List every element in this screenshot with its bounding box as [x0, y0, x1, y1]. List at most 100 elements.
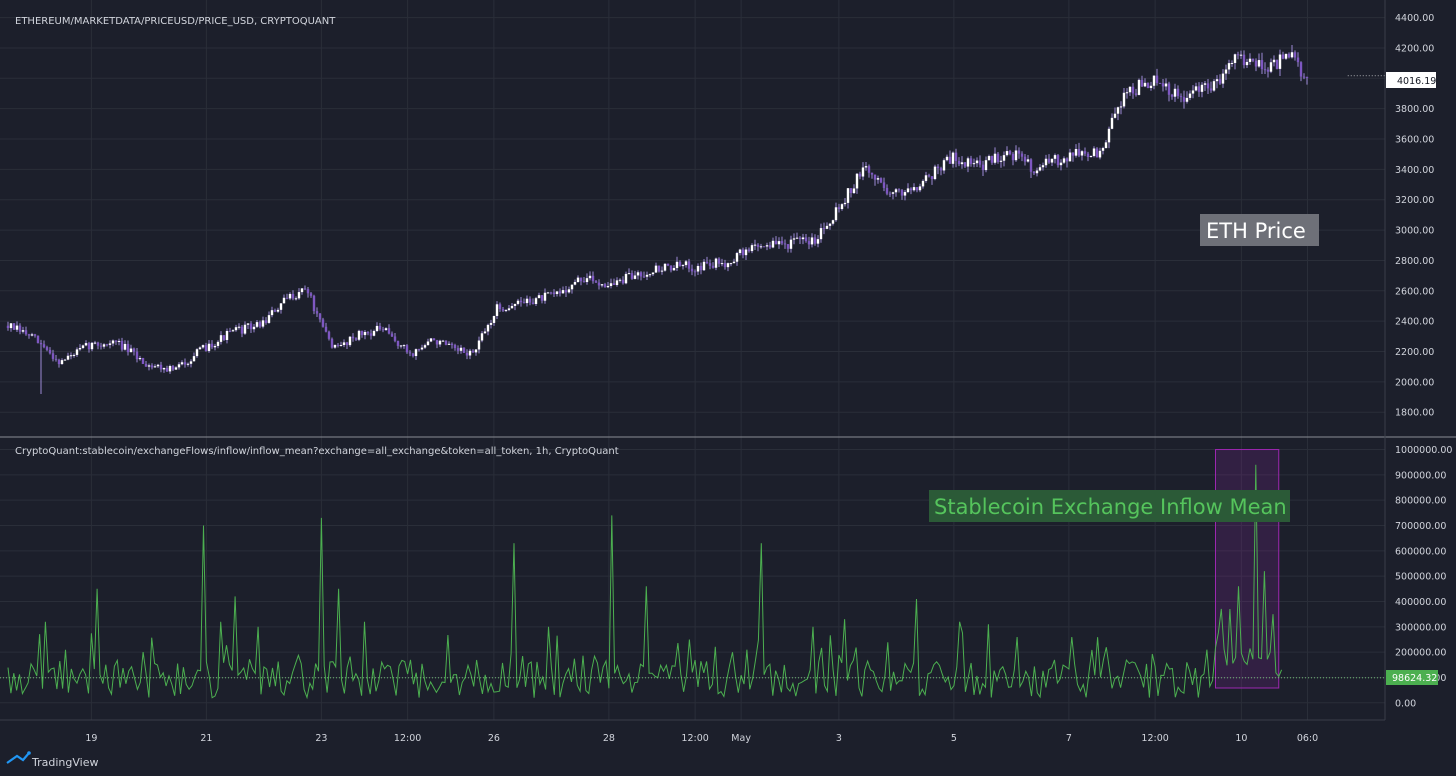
price-candle-body — [408, 352, 412, 354]
price-candle-body — [759, 246, 763, 248]
price-candle-body — [1254, 60, 1258, 67]
tradingview-brand[interactable]: TradingView — [6, 751, 98, 769]
price-tick-label: 3800.00 — [1395, 104, 1434, 115]
price-candle-body — [618, 279, 622, 281]
price-candle-body — [687, 261, 691, 269]
price-candle-body — [729, 263, 733, 265]
price-candle-body — [45, 347, 49, 350]
price-candle-body — [27, 334, 31, 336]
price-candle-body — [660, 270, 664, 272]
price-candle-body — [1302, 76, 1306, 78]
price-candle-body — [996, 153, 1000, 162]
price-candle-body — [468, 350, 472, 356]
price-candle-body — [1116, 107, 1120, 114]
price-candle-body — [1074, 149, 1078, 156]
price-candle-body — [705, 261, 709, 264]
price-candle-body — [990, 156, 994, 163]
price-candle-body — [345, 342, 349, 346]
inflow-tick-label: 700000.00 — [1395, 521, 1446, 532]
price-candle-body — [378, 325, 382, 330]
price-candle-body — [735, 253, 739, 262]
price-candle-body — [1293, 52, 1297, 58]
price-candle-body — [36, 335, 40, 343]
price-candle-body — [1017, 150, 1021, 154]
price-candle-body — [1248, 58, 1252, 62]
price-candle-body — [951, 152, 955, 164]
price-candle-body — [744, 249, 748, 256]
price-candle-body — [1023, 156, 1027, 162]
price-candle-body — [21, 330, 25, 332]
price-candle-body — [24, 330, 28, 335]
price-candle-body — [84, 343, 88, 346]
price-candle-body — [939, 168, 943, 171]
price-candle-body — [405, 345, 409, 353]
time-tick-label: 28 — [603, 733, 615, 744]
inflow-tick-label: 300000.00 — [1395, 622, 1446, 633]
price-candle-body — [666, 263, 670, 266]
price-candles — [6, 44, 1385, 395]
inflow-pane-title: CryptoQuant:stablecoin/exchangeFlows/inf… — [15, 446, 619, 457]
price-candle-body — [972, 163, 976, 165]
price-candle-body — [1305, 76, 1309, 78]
price-candle-body — [927, 175, 931, 177]
price-candle-body — [600, 284, 604, 286]
price-candle-body — [267, 315, 271, 323]
inflow-highlight-rect — [1215, 449, 1280, 689]
price-candle-body — [897, 189, 901, 191]
price-candle-body — [1272, 59, 1276, 63]
price-candle-body — [291, 293, 295, 299]
price-candle-body — [579, 277, 583, 282]
price-candle-body — [90, 342, 94, 350]
time-tick-label: 5 — [951, 733, 957, 744]
price-tick-label: 4200.00 — [1395, 43, 1434, 54]
price-candle-body — [201, 345, 205, 348]
price-candle-body — [369, 333, 373, 336]
price-candle-body — [306, 289, 310, 294]
price-candle-body — [363, 331, 367, 336]
price-candle-body — [309, 293, 313, 296]
price-candle-body — [450, 343, 454, 345]
price-candle-body — [831, 220, 835, 224]
price-candle-body — [819, 228, 823, 240]
price-candle-body — [876, 178, 880, 180]
price-candle-body — [966, 158, 970, 167]
price-candle-body — [1044, 158, 1048, 166]
price-candle-body — [849, 188, 853, 194]
price-candle-body — [594, 281, 598, 283]
price-candle-body — [837, 207, 841, 210]
price-candle-body — [51, 353, 55, 359]
price-candle-body — [582, 281, 586, 283]
price-candle-body — [810, 237, 814, 245]
price-candle-body — [42, 344, 46, 348]
price-candle-body — [711, 265, 715, 268]
time-axis[interactable]: 19 21 23 12:00 26 28 12:00 May 3 5 7 12:00 10 06:0 — [85, 733, 1318, 744]
price-tick-label: 2600.00 — [1395, 286, 1434, 297]
price-candle-body — [1104, 142, 1108, 149]
price-candle-body — [57, 359, 61, 365]
price-candle-body — [639, 272, 643, 277]
price-candle-body — [567, 289, 571, 293]
price-candle-body — [1056, 155, 1060, 166]
price-candle-body — [1149, 85, 1153, 89]
inflow-axis[interactable]: 0.00100000.00200000.00300000.00400000.00… — [1395, 445, 1452, 709]
price-candle-body — [396, 340, 400, 346]
price-candle-body — [324, 326, 328, 332]
price-candle-body — [1188, 93, 1192, 98]
price-candle-body — [510, 305, 514, 309]
price-candle-body — [297, 292, 301, 299]
price-candle-body — [861, 167, 865, 177]
price-candle-body — [12, 323, 16, 330]
price-candle-body — [723, 263, 727, 268]
price-candle-body — [387, 328, 391, 334]
price-candle-body — [957, 160, 961, 165]
price-candle-body — [474, 349, 478, 353]
price-candle-body — [492, 315, 496, 323]
price-candle-body — [102, 344, 106, 347]
price-candle-body — [420, 347, 424, 350]
price-candle-body — [918, 186, 922, 191]
time-tick-label: May — [731, 733, 751, 744]
price-candle-body — [435, 340, 439, 345]
price-candle-body — [828, 223, 832, 226]
price-candle-body — [123, 343, 127, 350]
price-candle-body — [789, 239, 793, 249]
